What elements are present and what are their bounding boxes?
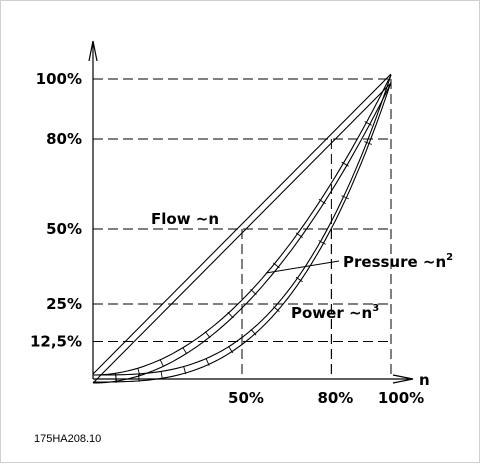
y-tick-label: 25%	[46, 295, 82, 313]
pressure-exponent: 2	[446, 252, 453, 263]
quadratic-hatch-tick	[160, 359, 163, 366]
x-tick-label: 50%	[228, 389, 264, 407]
figure-code: 175HA208.10	[34, 433, 101, 445]
cubic-hatch-tick	[139, 374, 140, 382]
y-tick-label: 50%	[46, 220, 82, 238]
y-tick-label: 80%	[46, 130, 82, 148]
pressure-label: Pressure ~n2	[343, 252, 453, 271]
quadratic-hatch-tick	[251, 289, 257, 294]
y-tick-label: 12,5%	[30, 333, 82, 351]
quadratic-curve-upper	[93, 75, 391, 375]
x-tick-label: 100%	[378, 389, 424, 407]
power-exponent: 3	[372, 303, 379, 314]
power-label-text: Power ~n	[291, 304, 372, 322]
cubic-hatch-tick	[251, 329, 256, 335]
pressure-label-text: Pressure ~n	[343, 253, 446, 271]
cubic-hatch-tick	[364, 142, 372, 145]
quadratic-hatch-tick	[228, 312, 234, 318]
guide-lines	[93, 79, 391, 379]
y-tick-label: 100%	[36, 70, 82, 88]
quadratic-hatch-tick	[273, 263, 279, 268]
cubic-curve-upper	[93, 75, 391, 375]
x-axis-label: n	[419, 371, 430, 389]
flow-label: Flow ~n	[151, 210, 219, 228]
quadratic-hatch-tick	[183, 347, 187, 354]
x-tick-label: 80%	[317, 389, 353, 407]
quadratic-hatch-tick	[205, 332, 210, 338]
power-label: Power ~n3	[291, 303, 379, 322]
axes	[89, 41, 413, 383]
